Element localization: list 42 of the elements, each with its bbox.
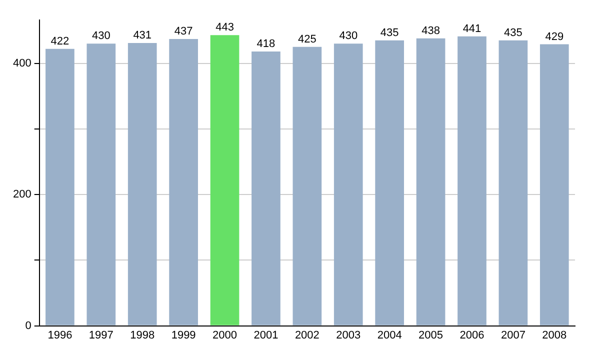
bar (169, 39, 198, 326)
x-tick-label: 1996 (48, 329, 72, 342)
data-label: 435 (504, 26, 522, 39)
x-tick-label: 2006 (460, 329, 484, 342)
data-label: 418 (256, 38, 276, 50)
bar (252, 52, 280, 326)
x-tick-label: 1997 (88, 329, 114, 342)
bar (210, 35, 240, 326)
data-label: 441 (462, 22, 482, 35)
y-tick-label: 200 (12, 188, 32, 201)
y-tick-label: 0 (25, 320, 32, 332)
data-label: 422 (50, 35, 70, 48)
data-label: 430 (339, 30, 358, 42)
data-label: 443 (216, 22, 234, 34)
bar (128, 42, 157, 326)
data-label: 435 (380, 26, 399, 39)
bar (86, 44, 116, 326)
y-tick-label: 400 (12, 57, 32, 70)
bar (540, 44, 569, 326)
data-label: 429 (545, 30, 564, 43)
x-tick-label: 2003 (336, 329, 361, 342)
x-tick-label: 2007 (500, 329, 526, 342)
data-label: 431 (133, 30, 152, 42)
bar (458, 36, 486, 326)
bar (334, 44, 363, 326)
bar (416, 38, 446, 326)
x-tick-label: 2000 (212, 329, 238, 342)
data-label: 425 (298, 33, 316, 46)
x-tick-label: 1998 (130, 329, 155, 342)
bar (498, 40, 528, 326)
bar (46, 48, 74, 326)
data-label: 437 (174, 26, 193, 38)
x-tick-label: 1999 (171, 329, 196, 342)
bar (292, 46, 322, 326)
data-label: 438 (422, 24, 440, 37)
x-tick-label: 2002 (294, 329, 320, 342)
bar (375, 40, 404, 326)
data-label: 430 (92, 30, 110, 42)
x-tick-label: 2005 (418, 329, 444, 342)
x-tick-label: 2001 (254, 329, 278, 342)
x-tick-label: 2008 (542, 329, 567, 342)
x-tick-label: 2004 (377, 329, 402, 342)
